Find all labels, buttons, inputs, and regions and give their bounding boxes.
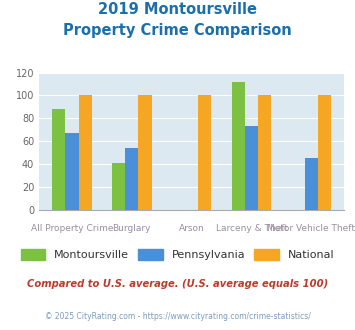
Text: © 2025 CityRating.com - https://www.cityrating.com/crime-statistics/: © 2025 CityRating.com - https://www.city… [45, 312, 310, 321]
Bar [258, 95, 271, 210]
Bar [305, 158, 318, 210]
Text: Compared to U.S. average. (U.S. average equals 100): Compared to U.S. average. (U.S. average … [27, 279, 328, 289]
Bar [65, 133, 78, 210]
Bar [232, 82, 245, 210]
Text: Property Crime Comparison: Property Crime Comparison [63, 23, 292, 38]
Bar [198, 95, 212, 210]
Bar [245, 126, 258, 210]
Bar [318, 95, 331, 210]
Bar [52, 109, 65, 210]
Bar [112, 163, 125, 210]
Text: Burglary: Burglary [113, 224, 151, 233]
Bar [138, 95, 152, 210]
Bar [125, 148, 138, 210]
Text: 2019 Montoursville: 2019 Montoursville [98, 2, 257, 16]
Text: Arson: Arson [179, 224, 204, 233]
Text: Larceny & Theft: Larceny & Theft [215, 224, 288, 233]
Text: Motor Vehicle Theft: Motor Vehicle Theft [267, 224, 355, 233]
Legend: Montoursville, Pennsylvania, National: Montoursville, Pennsylvania, National [21, 249, 334, 260]
Bar [78, 95, 92, 210]
Text: All Property Crime: All Property Crime [31, 224, 113, 233]
